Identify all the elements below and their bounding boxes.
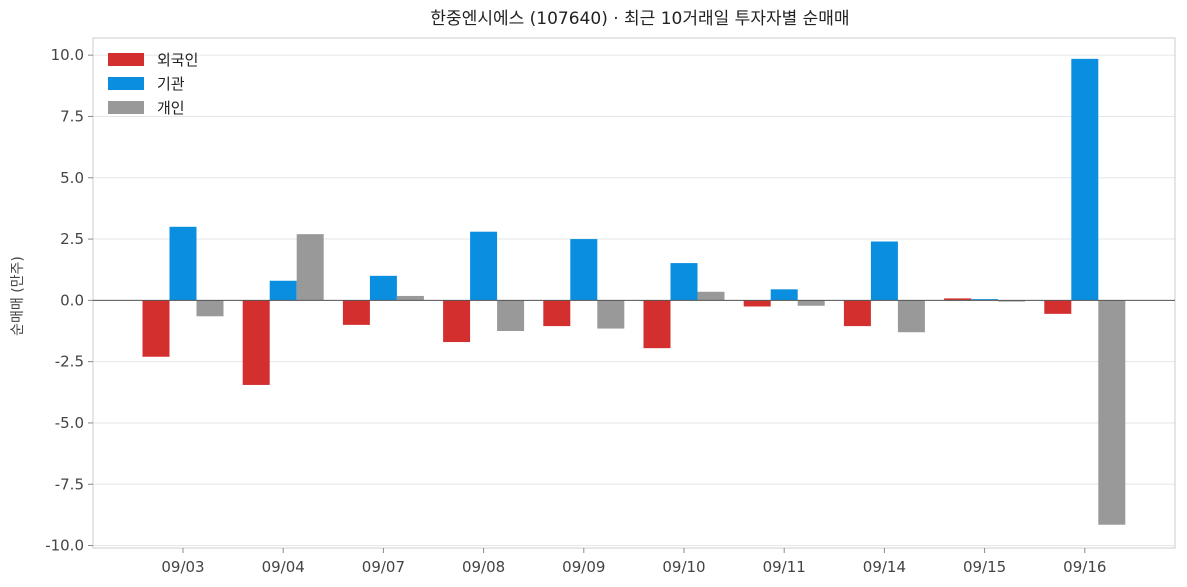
y-tick-label: 10.0 (51, 46, 84, 64)
bar-foreign (142, 300, 170, 357)
x-tick-label: 09/08 (462, 558, 505, 576)
x-tick-label: 09/04 (262, 558, 305, 576)
x-tick-label: 09/11 (763, 558, 806, 576)
bar-institution (570, 239, 598, 301)
x-tick-label: 09/14 (863, 558, 906, 576)
bar-individual (998, 300, 1026, 302)
bar-individual (597, 300, 625, 329)
bar-individual (897, 300, 925, 333)
bar-institution (670, 263, 698, 301)
bar-layer (142, 58, 1126, 525)
y-tick-label: -5.0 (55, 414, 84, 432)
bar-foreign (1044, 300, 1072, 314)
legend-label: 외국인 (157, 51, 198, 69)
bar-institution (269, 280, 297, 301)
x-tick-label: 09/16 (1063, 558, 1106, 576)
bar-foreign (342, 300, 370, 325)
bar-foreign (543, 300, 571, 327)
x-tick-label: 09/07 (362, 558, 405, 576)
bar-institution (169, 226, 197, 301)
y-tick-label: 7.5 (60, 107, 84, 125)
legend-swatch (108, 77, 144, 90)
y-tick-label: -2.5 (55, 353, 84, 371)
bar-foreign (944, 298, 972, 301)
legend-swatch (108, 53, 144, 66)
legend-label: 개인 (157, 99, 185, 117)
bar-institution (369, 275, 397, 301)
bar-individual (196, 300, 224, 317)
legend-label: 기관 (157, 75, 185, 93)
bar-foreign (643, 300, 671, 349)
bar-institution (770, 289, 798, 301)
y-axis-label: 순매매 (만주) (10, 256, 26, 336)
y-tick-label: -10.0 (45, 537, 84, 555)
bar-foreign (843, 300, 871, 327)
bar-foreign (443, 300, 471, 343)
bar-institution (971, 299, 999, 301)
bar-institution (1071, 58, 1099, 301)
x-tick-label: 09/03 (161, 558, 204, 576)
y-tick-label: 0.0 (60, 291, 84, 309)
x-tick-label: 09/10 (662, 558, 705, 576)
bar-foreign (743, 300, 771, 307)
plot-frame (92, 37, 1176, 549)
bar-individual (1098, 300, 1126, 525)
x-tick-label: 09/09 (562, 558, 605, 576)
x-tick-label: 09/15 (963, 558, 1006, 576)
y-tick-label: -7.5 (55, 475, 84, 493)
bar-institution (470, 231, 498, 301)
legend-swatch (108, 101, 144, 114)
bar-individual (396, 295, 424, 301)
bar-institution (870, 241, 898, 301)
bar-individual (797, 300, 825, 306)
y-tick-label: 2.5 (60, 230, 84, 248)
bar-individual (296, 234, 324, 301)
bar-foreign (242, 300, 270, 385)
bar-individual (697, 291, 725, 301)
y-tick-label: 5.0 (60, 169, 84, 187)
axis-layer: 10.0 7.5 5.0 2.5 0.0 -2.5 -5.0 -7.5 -10.0 09/03 09… (45, 37, 1176, 576)
chart-title: 한중엔시에스 (107640) · 최근 10거래일 투자자별 순매매 (430, 9, 849, 29)
bar-individual (497, 300, 525, 332)
